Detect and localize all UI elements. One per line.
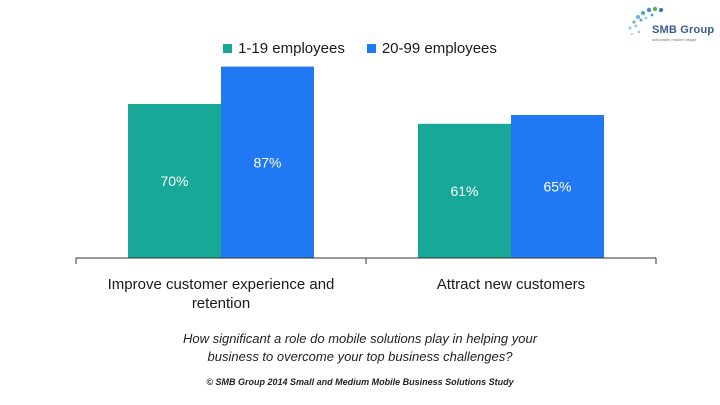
- bar-series-1-category-1: [128, 104, 221, 258]
- logo-dots-icon: [628, 6, 663, 36]
- survey-question-line-1: How significant a role do mobile solutio…: [182, 331, 538, 346]
- data-label-series-1-category-2: 61%: [450, 183, 478, 199]
- survey-question: How significant a role do mobile solutio…: [0, 330, 720, 366]
- legend-label-series-1: 1-19 employees: [238, 40, 345, 57]
- logo-tagline: actionable market insight: [652, 37, 697, 42]
- source-footnote: © SMB Group 2014 Small and Medium Mobile…: [206, 377, 514, 387]
- bar-series-1-category-2: [418, 123, 511, 258]
- legend-item-series-2: 20-99 employees: [366, 40, 497, 57]
- legend-label-series-2: 20-99 employees: [381, 40, 497, 57]
- legend-swatch-series-2: [366, 44, 376, 53]
- chart-legend: 1-19 employees 20-99 employees: [0, 40, 720, 57]
- data-label-series-2-category-2: 65%: [543, 179, 571, 195]
- bar-series-2-category-1: [221, 66, 314, 258]
- legend-swatch-series-1: [223, 44, 233, 53]
- survey-question-line-2: business to overcome your top business c…: [207, 349, 513, 364]
- category-label-2-line-1: Attract new customers: [437, 276, 585, 293]
- bar-series-2-category-2: [511, 115, 604, 258]
- category-label-1-line-2: retention: [192, 295, 250, 312]
- data-label-series-2-category-1: 87%: [253, 154, 281, 170]
- legend-item-series-1: 1-19 employees: [223, 40, 345, 57]
- category-label-1-line-1: Improve customer experience and: [108, 276, 335, 293]
- logo-text: SMB Group: [652, 24, 715, 36]
- smb-group-logo: [626, 6, 696, 46]
- data-label-series-1-category-1: 70%: [160, 173, 188, 189]
- bar-chart: 70% 87% Improve customer experience and ret…: [75, 66, 657, 312]
